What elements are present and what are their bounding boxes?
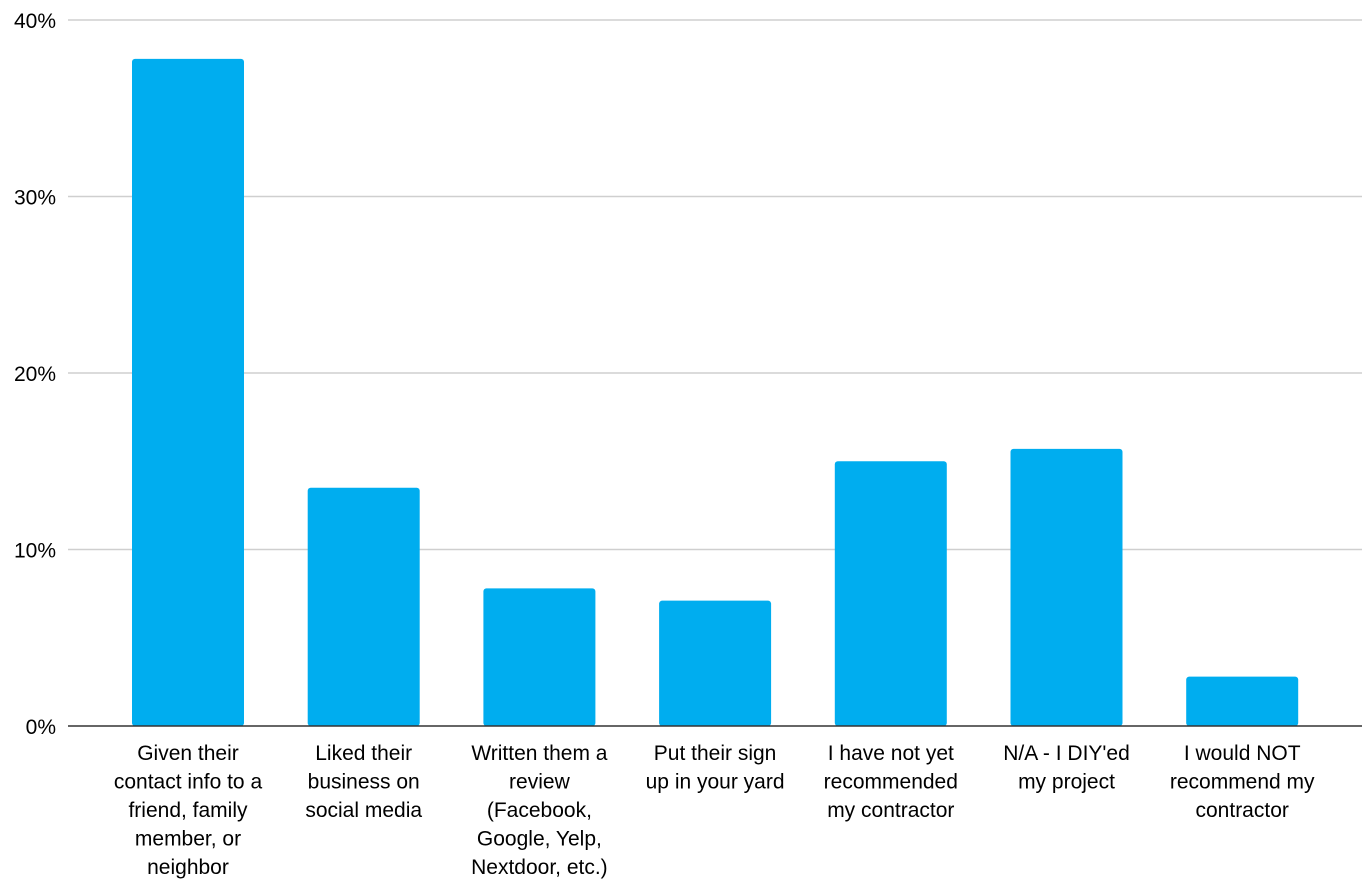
x-category-label-line: my contractor: [827, 799, 954, 822]
gridlines: [68, 20, 1362, 550]
bar: [132, 59, 244, 726]
y-tick-label: 10%: [14, 540, 56, 563]
bar: [835, 461, 947, 726]
x-category-label-line: Google, Yelp,: [477, 828, 602, 851]
x-category-label: Given their contact info to a friend, fami…: [114, 742, 263, 879]
x-category-label-line: Nextdoor, etc.): [471, 856, 608, 879]
x-category-label: Written them a review (Facebook, Google, Ye…: [471, 742, 608, 879]
y-axis-tick-labels: 0% 10% 20% 30% 40%: [14, 10, 56, 739]
x-category-label-line: Given their: [137, 742, 239, 765]
x-axis-category-labels: Given their contact info to a friend, fami…: [114, 742, 1315, 879]
x-category-label-line: contractor: [1196, 799, 1289, 822]
y-tick-label: 30%: [14, 187, 56, 210]
x-category-label: N/A - I DIY'ed my project: [1003, 742, 1130, 794]
x-category-label-line: recommend my: [1170, 771, 1315, 794]
x-category-label-line: contact info to a: [114, 771, 263, 794]
x-category-label-line: friend, family: [128, 799, 248, 822]
x-category-label: Liked their business on social media: [305, 742, 422, 822]
bar: [1186, 677, 1298, 726]
x-category-label-line: social media: [305, 799, 422, 822]
bar: [308, 488, 420, 726]
x-category-label-line: up in your yard: [646, 771, 785, 794]
bars: [132, 59, 1298, 726]
x-category-label-line: (Facebook,: [487, 799, 592, 822]
x-category-label-line: Put their sign: [654, 742, 777, 765]
x-category-label-line: member, or: [135, 828, 241, 851]
bar: [483, 588, 595, 726]
bar: [659, 601, 771, 726]
y-tick-label: 40%: [14, 10, 56, 33]
x-category-label-line: I would NOT: [1184, 742, 1301, 765]
x-category-label-line: my project: [1018, 771, 1115, 794]
y-tick-label: 20%: [14, 363, 56, 386]
y-tick-label: 0%: [26, 716, 56, 739]
x-category-label: I would NOT recommend my contractor: [1170, 742, 1315, 822]
x-category-label-line: Written them a: [471, 742, 607, 765]
x-category-label: I have not yet recommended my contractor: [824, 742, 958, 822]
x-category-label-line: N/A - I DIY'ed: [1003, 742, 1130, 765]
x-category-label-line: I have not yet: [828, 742, 954, 765]
x-category-label-line: business on: [308, 771, 420, 794]
x-category-label-line: neighbor: [147, 856, 229, 879]
x-category-label-line: recommended: [824, 771, 958, 794]
x-category-label: Put their sign up in your yard: [646, 742, 785, 794]
bar: [1011, 449, 1123, 726]
x-category-label-line: Liked their: [315, 742, 412, 765]
x-category-label-line: review: [509, 771, 571, 794]
